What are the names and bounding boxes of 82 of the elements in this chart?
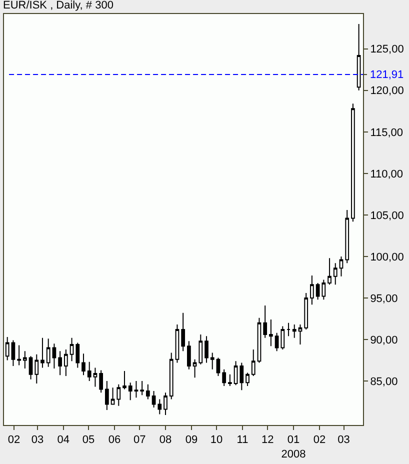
candlestick xyxy=(192,358,197,378)
candlestick xyxy=(22,350,27,370)
x-tick-label: 08 xyxy=(159,434,172,446)
candlestick xyxy=(198,334,203,365)
candlestick xyxy=(110,387,115,405)
candlestick xyxy=(298,324,302,345)
ref-line-label: 121,91 xyxy=(370,69,404,81)
x-tick-label: 04 xyxy=(57,434,70,446)
candlestick xyxy=(158,398,162,415)
candlestick xyxy=(52,343,56,370)
candlestick xyxy=(146,384,150,400)
candlestick xyxy=(269,319,273,347)
x-tick-label: 02 xyxy=(8,434,20,446)
y-tick-label: 115,00 xyxy=(370,126,404,139)
candlestick xyxy=(104,380,109,411)
candlestick xyxy=(351,103,355,222)
candlestick xyxy=(175,324,180,364)
candlestick xyxy=(87,361,92,382)
candlestick xyxy=(345,209,350,264)
candlestick xyxy=(140,380,144,396)
candlestick xyxy=(216,357,220,377)
candlestick xyxy=(122,370,126,390)
candlestick xyxy=(46,338,50,368)
y-tick-label: 85,00 xyxy=(370,376,398,388)
x-tick-label: 09 xyxy=(185,434,198,446)
x-tick-label: 11 xyxy=(236,434,248,446)
candlestick xyxy=(234,360,238,386)
candlestick xyxy=(82,353,86,376)
y-tick-label: 105,00 xyxy=(370,210,404,222)
candlestick xyxy=(187,340,191,370)
x-tick-label: 03 xyxy=(338,434,350,446)
candlestick xyxy=(99,370,104,394)
candlestick xyxy=(181,312,186,352)
candlestick xyxy=(164,392,168,416)
candlestick xyxy=(280,326,285,350)
candlestick xyxy=(328,258,332,286)
candlestick xyxy=(240,362,244,391)
y-tick-label: 125,00 xyxy=(370,44,404,56)
candlestick xyxy=(93,367,98,388)
candlestick xyxy=(292,324,296,338)
candlestick xyxy=(210,352,214,370)
y-tick-label: 90,00 xyxy=(370,334,398,346)
x-tick-label: 10 xyxy=(210,434,223,446)
candlestick xyxy=(70,337,74,362)
candlestick xyxy=(274,332,279,352)
candlestick xyxy=(34,354,39,384)
candlestick xyxy=(116,384,121,406)
y-tick-label: 95,00 xyxy=(370,292,398,305)
x-tick-label: 12 xyxy=(261,434,274,446)
candlestick xyxy=(228,374,232,386)
candlestick xyxy=(304,292,308,330)
candlestick xyxy=(134,380,138,398)
candlestick xyxy=(263,304,268,338)
candlestick xyxy=(286,322,290,337)
candlestick xyxy=(339,256,344,277)
candlestick xyxy=(58,350,62,376)
y-tick-label: 110,00 xyxy=(370,168,404,180)
candlestick xyxy=(64,348,68,377)
x-tick-label: 01 2008 xyxy=(281,434,306,460)
candlestick xyxy=(333,262,338,286)
candlestick xyxy=(17,344,21,366)
candlestick xyxy=(251,348,256,377)
x-tick-label: 02 xyxy=(313,434,326,446)
candlestick xyxy=(222,368,226,386)
candlestick xyxy=(204,336,208,364)
candlestick xyxy=(257,317,262,364)
y-tick-label: 120,00 xyxy=(370,85,404,98)
candlestick xyxy=(128,382,132,401)
candlestick xyxy=(11,340,16,367)
x-tick-label: 03 xyxy=(31,434,44,446)
chart-title: EUR/ISK , Daily, # 300 xyxy=(3,0,114,12)
x-tick-label: 05 xyxy=(82,434,95,446)
y-tick-label: 100,00 xyxy=(370,251,404,264)
candlestick xyxy=(169,352,174,400)
candlestick xyxy=(40,337,44,368)
candlestick xyxy=(76,342,80,368)
x-tick-label: 07 xyxy=(133,434,146,446)
candlestick xyxy=(152,390,156,408)
candlestick xyxy=(246,372,250,386)
candlestick xyxy=(28,356,33,380)
x-tick-label: 06 xyxy=(108,434,121,446)
candlestick xyxy=(310,275,314,306)
